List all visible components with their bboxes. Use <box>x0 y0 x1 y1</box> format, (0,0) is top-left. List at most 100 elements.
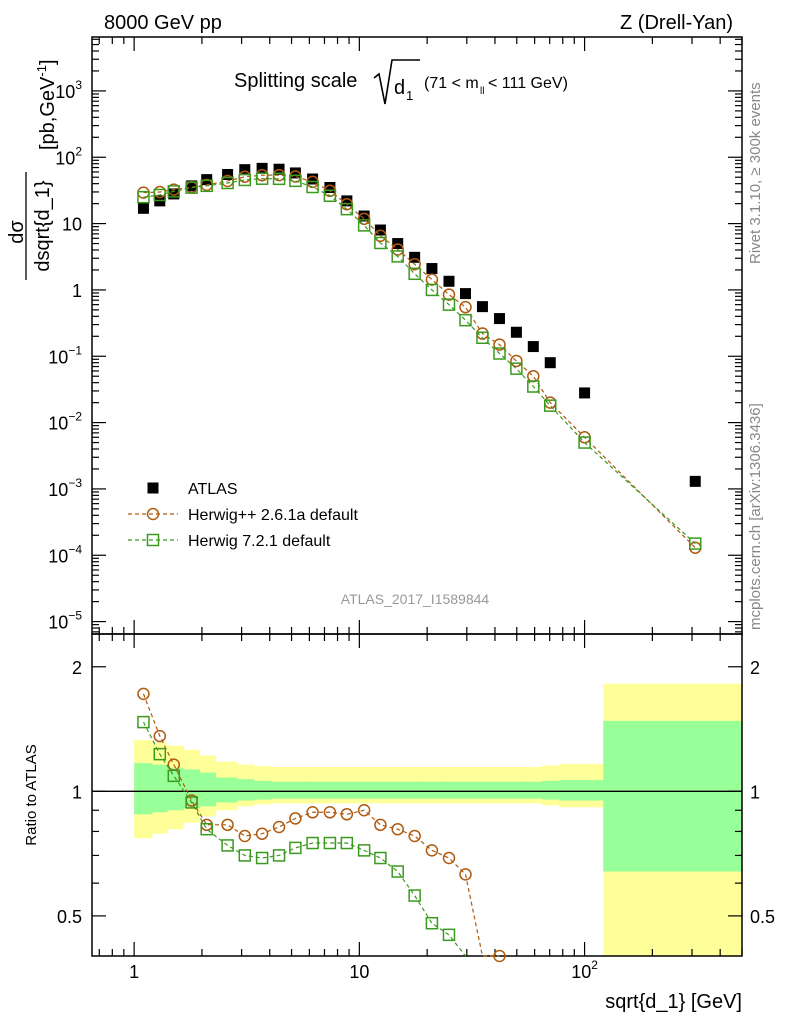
main-point <box>137 202 149 214</box>
main-point <box>323 189 337 202</box>
main-point <box>238 173 252 187</box>
sqrt-symbol-icon <box>373 59 420 105</box>
main-point <box>527 380 540 393</box>
ratio-point <box>408 889 421 902</box>
main-point <box>409 251 421 263</box>
ratio-point <box>442 851 456 865</box>
ratio-band-inner <box>406 781 425 799</box>
legend-label: Herwig 7.2.1 default <box>188 533 331 550</box>
ratio-point <box>306 806 319 819</box>
main-point <box>239 164 251 176</box>
ratio-point <box>137 687 150 701</box>
main-point <box>341 195 353 207</box>
main-point <box>324 182 336 194</box>
ratio-series <box>137 687 506 963</box>
main-point <box>579 387 591 399</box>
ratio-point <box>255 851 269 865</box>
main-point <box>688 537 702 550</box>
ratio-band-inner <box>440 781 459 799</box>
legend-item-herwigpp: Herwig++ 2.6.1a default <box>128 507 358 524</box>
main-point <box>510 362 523 375</box>
main-point <box>689 475 701 487</box>
main-y-tick-label: 103 <box>55 78 82 102</box>
ratio-point <box>238 829 252 843</box>
ratio-point <box>221 839 234 852</box>
main-point <box>544 357 556 369</box>
main-axes: 10−5 10−4 10−3 10−2 10−1 1 10 102 103 <box>48 36 743 635</box>
ratio-band-inner <box>389 781 408 799</box>
ratio-point <box>340 836 354 850</box>
plot-title-cut: (71 < m <box>424 75 479 92</box>
ratio-series-herwig7 <box>137 715 466 957</box>
ratio-point <box>255 827 269 840</box>
main-point <box>476 331 489 345</box>
main-point <box>153 188 167 202</box>
main-point <box>186 180 198 192</box>
main-point <box>527 369 540 383</box>
ratio-y-tick-label-left: 1 <box>72 782 82 802</box>
ratio-band-inner <box>372 781 390 799</box>
main-series-herwig7 <box>137 172 702 550</box>
ratio-point <box>374 818 387 832</box>
ratio-band-inner <box>321 781 340 799</box>
ratio-band-inner <box>253 780 272 800</box>
x-axis-label: sqrt{d_1} [GeV] <box>605 991 742 1013</box>
ratio-point <box>323 806 337 819</box>
ratio-band-inner <box>183 769 200 809</box>
ratio-band-inner <box>215 777 238 803</box>
ratio-ylabel: Ratio to ATLAS <box>23 744 40 845</box>
plot-title-symbol: d <box>394 77 405 99</box>
main-point <box>272 172 286 186</box>
ratio-series-herwigpp <box>137 687 506 963</box>
plot-title: Splitting scale d 1 (71 < m ll < 111 GeV… <box>234 59 568 105</box>
ratio-point <box>272 820 286 834</box>
main-point <box>256 162 268 174</box>
main-point <box>443 275 455 287</box>
ratio-point <box>425 916 439 930</box>
ratio-point <box>391 865 404 878</box>
main-point <box>289 167 301 179</box>
main-y-tick-label: 10−2 <box>48 410 82 434</box>
main-point <box>391 243 404 256</box>
main-series-line <box>143 174 696 549</box>
main-ylabel-unit: [pb,GeV-1] <box>34 59 59 150</box>
main-series-atlas <box>137 162 701 487</box>
main-point <box>459 313 472 327</box>
ratio-band-inner <box>491 781 509 799</box>
ratio-band-inner <box>236 779 255 801</box>
main-series-line <box>143 178 696 545</box>
energy-label: 8000 GeV pp <box>104 12 222 34</box>
main-point <box>426 263 438 275</box>
ratio-y-tick-label-left: 0.5 <box>57 907 82 927</box>
ratio-band-inner <box>199 772 217 807</box>
main-series <box>137 162 702 554</box>
process-label: Z (Drell-Yan) <box>620 12 733 34</box>
main-point <box>408 267 421 281</box>
ratio-y-tick-label-right: 2 <box>750 658 760 678</box>
main-point <box>167 185 181 198</box>
main-point <box>222 168 234 180</box>
main-point <box>357 212 371 226</box>
main-point <box>493 347 506 360</box>
ratio-band-inner <box>508 781 526 799</box>
main-y-tick-label: 102 <box>55 144 82 168</box>
ratio-y-tick-label-right: 0.5 <box>750 907 775 927</box>
main-point <box>168 188 180 200</box>
main-point <box>425 273 439 286</box>
main-point <box>307 173 319 185</box>
legend-marker <box>147 482 159 494</box>
main-point <box>340 202 354 216</box>
legend-label: ATLAS <box>188 481 238 498</box>
ratio-point <box>357 844 371 857</box>
main-point <box>578 436 591 449</box>
ratio-point <box>185 796 198 809</box>
legend-marker <box>146 533 160 547</box>
ratio-band-inner <box>603 720 743 872</box>
ratio-band-inner <box>423 781 441 799</box>
main-point <box>391 250 404 263</box>
ratio-point <box>391 822 404 836</box>
ratio-y-tick-label-left: 2 <box>72 658 82 678</box>
ratio-point <box>153 729 167 743</box>
ratio-point <box>493 949 506 963</box>
